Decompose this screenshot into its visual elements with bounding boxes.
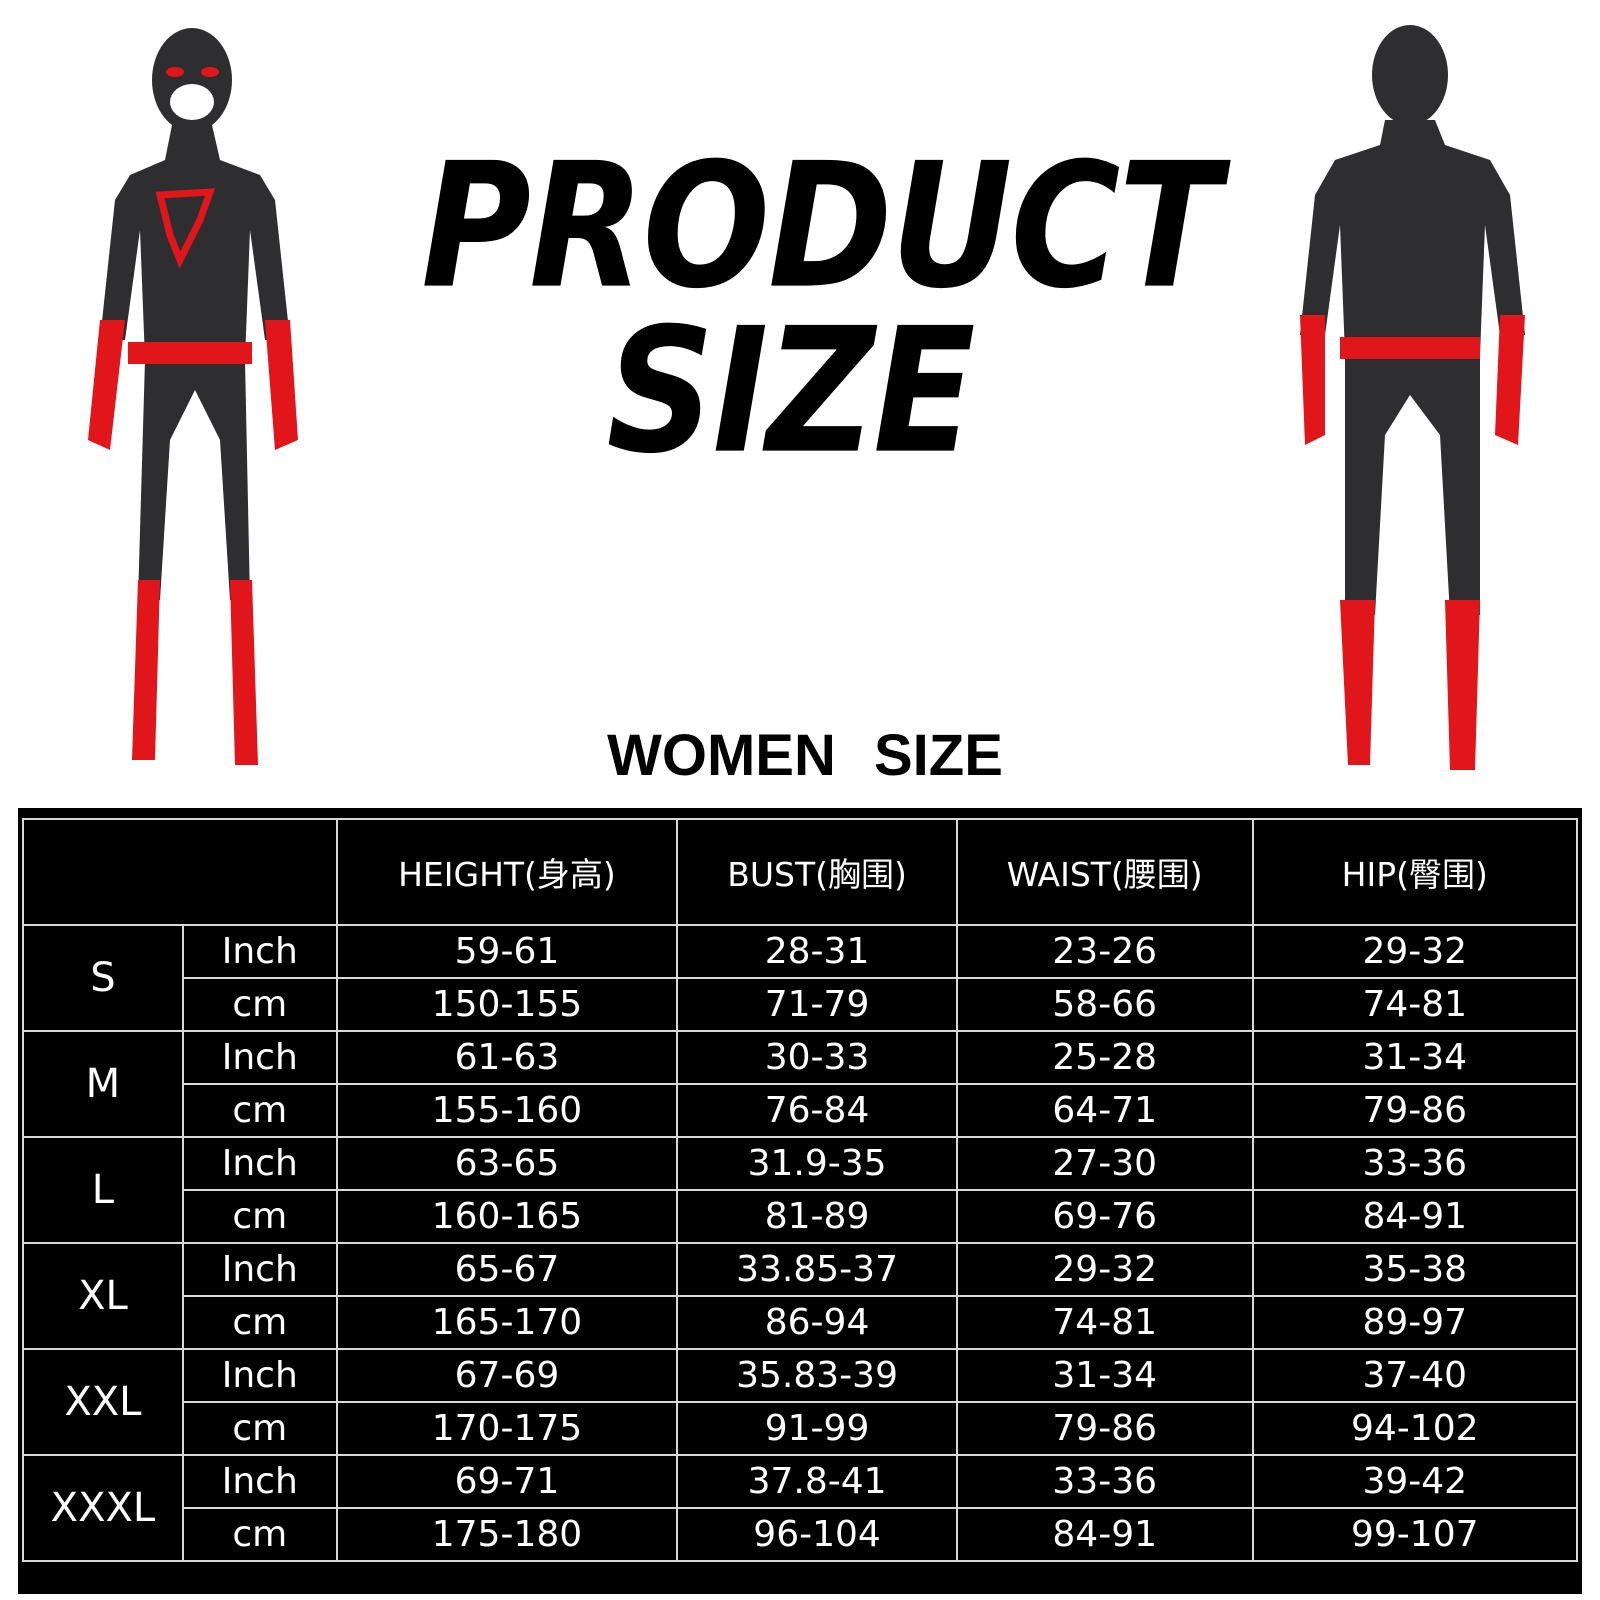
hip-value: 74-81 [1251,977,1579,1032]
unit-label: cm [181,1401,338,1456]
waist-value: 33-36 [955,1454,1254,1509]
table-row: L Inch 63-65 31.9-35 27-30 33-36 [22,1136,1579,1244]
waist-value: 31-34 [955,1348,1254,1403]
height-value: 150-155 [335,977,679,1032]
waist-value: 27-30 [955,1136,1254,1191]
hip-value: 89-97 [1251,1295,1579,1350]
bust-value: 37.8-41 [676,1454,958,1509]
title-line-1: PRODUCT [421,126,1221,328]
table-row: cm 155-160 76-84 64-71 79-86 [23,1083,1579,1138]
table-row: XXL Inch 67-69 35.83-39 31-34 37-40 [22,1348,1579,1456]
header-row: HEIGHT(身高) BUST(胸围) WAIST(腰围) HIP(臀围) [22,818,1579,926]
hip-value: 94-102 [1251,1401,1579,1456]
unit-label: Inch [181,1242,338,1297]
height-value: 155-160 [335,1083,679,1138]
bust-value: 30-33 [676,1030,958,1085]
table-row: cm 160-165 81-89 69-76 84-91 [23,1189,1579,1244]
bust-value: 71-79 [676,977,958,1032]
bust-value: 31.9-35 [676,1136,958,1191]
waist-value: 74-81 [955,1295,1254,1350]
unit-label: cm [181,1507,338,1562]
table-row: cm 150-155 71-79 58-66 74-81 [23,977,1579,1032]
unit-label: Inch [181,924,338,979]
bust-value: 81-89 [676,1189,958,1244]
header-hip: HIP(臀围) [1251,818,1579,926]
hip-value: 99-107 [1251,1507,1579,1562]
table-row: cm 175-180 96-104 84-91 99-107 [23,1507,1579,1562]
table-row: cm 165-170 86-94 74-81 89-97 [23,1295,1579,1350]
costume-back-image [1300,25,1525,770]
unit-label: cm [181,1083,338,1138]
height-value: 67-69 [335,1348,679,1403]
unit-label: Inch [181,1454,338,1509]
hip-value: 31-34 [1251,1030,1579,1085]
size-label: M [22,1030,184,1138]
size-label: XXXL [22,1454,184,1562]
header-height: HEIGHT(身高) [335,818,679,926]
waist-value: 58-66 [955,977,1254,1032]
waist-value: 25-28 [955,1030,1254,1085]
size-label: L [22,1136,184,1244]
height-value: 160-165 [335,1189,679,1244]
height-value: 61-63 [335,1030,679,1085]
bust-value: 76-84 [676,1083,958,1138]
height-value: 65-67 [335,1242,679,1297]
waist-value: 64-71 [955,1083,1254,1138]
table-row: cm 170-175 91-99 79-86 94-102 [23,1401,1579,1456]
size-label: S [22,924,184,1032]
waist-value: 23-26 [955,924,1254,979]
bust-value: 33.85-37 [676,1242,958,1297]
hip-value: 79-86 [1251,1083,1579,1138]
table-row: XL Inch 65-67 33.85-37 29-32 35-38 [22,1242,1579,1350]
costume-front-image [88,28,298,765]
hip-value: 35-38 [1251,1242,1579,1297]
subtitle: WOMEN SIZE [607,723,1003,788]
height-value: 69-71 [335,1454,679,1509]
waist-value: 29-32 [955,1242,1254,1297]
hip-value: 39-42 [1251,1454,1579,1509]
bust-value: 96-104 [676,1507,958,1562]
title-line-2: SIZE [606,291,975,493]
size-label: XXL [22,1348,184,1456]
unit-label: Inch [181,1136,338,1191]
bust-value: 35.83-39 [676,1348,958,1403]
unit-label: Inch [181,1348,338,1403]
bust-value: 91-99 [676,1401,958,1456]
unit-label: Inch [181,1030,338,1085]
hip-value: 37-40 [1251,1348,1579,1403]
size-label: XL [22,1242,184,1350]
height-value: 170-175 [335,1401,679,1456]
hip-value: 84-91 [1251,1189,1579,1244]
height-value: 165-170 [335,1295,679,1350]
table-row: S Inch 59-61 28-31 23-26 29-32 [22,924,1579,1032]
hip-value: 33-36 [1251,1136,1579,1191]
bust-value: 28-31 [676,924,958,979]
header-empty [22,818,338,926]
table-row: XXXL Inch 69-71 37.8-41 33-36 39-42 [22,1454,1579,1562]
height-value: 175-180 [335,1507,679,1562]
unit-label: cm [181,1189,338,1244]
hip-value: 29-32 [1251,924,1579,979]
unit-label: cm [181,1295,338,1350]
height-value: 59-61 [335,924,679,979]
height-value: 63-65 [335,1136,679,1191]
header-waist: WAIST(腰围) [955,818,1254,926]
waist-value: 84-91 [955,1507,1254,1562]
bust-value: 86-94 [676,1295,958,1350]
header-bust: BUST(胸围) [676,818,958,926]
waist-value: 79-86 [955,1401,1254,1456]
table-row: M Inch 61-63 30-33 25-28 31-34 [22,1030,1579,1138]
waist-value: 69-76 [955,1189,1254,1244]
unit-label: cm [181,977,338,1032]
